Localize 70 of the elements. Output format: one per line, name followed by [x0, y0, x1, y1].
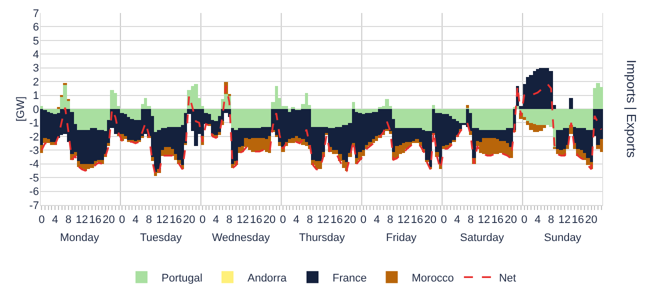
text: Sunday [544, 232, 582, 244]
y-tick-label: -1 [29, 118, 39, 130]
x-tick-label: 16 [410, 214, 424, 226]
x-tick-label: 12 [156, 214, 168, 226]
x-tick-label: 20 [585, 214, 598, 226]
x-tick-label: 20 [102, 214, 115, 226]
text: Tuesday [140, 232, 182, 244]
y-axis-title: [GW] [14, 96, 27, 122]
y-tick-label: -6 [29, 186, 39, 198]
y-tick-label: 6 [32, 22, 39, 34]
x-tick-label: 12 [236, 214, 249, 226]
x-tick-label: 16 [572, 214, 584, 226]
x-tick-label: 16 [491, 214, 504, 226]
x-tick-label: 8 [226, 214, 232, 226]
y-tick-label: 4 [32, 48, 39, 61]
text: Monday [60, 232, 100, 244]
x-tick-label: 8 [468, 214, 474, 226]
x-tick-label: 0 [199, 214, 206, 226]
legend-label: Andorra [247, 272, 288, 284]
legend-label: Portugal [162, 272, 202, 284]
x-tick-label: 16 [170, 214, 182, 226]
x-tick-label: 8 [146, 214, 152, 226]
x-tick-label: 16 [89, 214, 102, 226]
y-tick-label: -3 [29, 144, 39, 157]
text: Thursday [299, 232, 346, 244]
x-tick-label: 4 [374, 214, 380, 226]
x-tick-label: 16 [250, 214, 262, 226]
y-tick-label: 1 [32, 90, 39, 102]
y-tick-label: -4 [29, 158, 39, 171]
x-tick-label: 12 [76, 214, 88, 226]
x-tick-label: 16 [330, 214, 343, 226]
x-tick-label: 12 [317, 214, 330, 226]
x-tick-label: 0 [280, 214, 286, 226]
x-tick-label: 0 [521, 214, 528, 226]
text: Saturday [460, 232, 505, 244]
x-tick-label: 4 [454, 214, 460, 226]
y-tick-label: -7 [29, 200, 39, 212]
text: Wednesday [212, 232, 270, 244]
legend-label: Net [498, 272, 516, 284]
y-tick-label: -5 [29, 172, 39, 184]
x-tick-label: 8 [65, 214, 72, 226]
x-tick-label: 12 [558, 214, 571, 226]
x-tick-label: 20 [263, 214, 276, 226]
x-tick-label: 4 [52, 214, 58, 226]
x-tick-label: 20 [183, 214, 196, 226]
y-tick-label: -2 [29, 131, 39, 144]
x-tick-label: 8 [548, 214, 554, 226]
y2-axis-title: Imports | Exports [624, 60, 640, 158]
x-tick-label: 0 [440, 214, 447, 226]
x-tick-label: 20 [424, 214, 437, 226]
x-tick-label: 20 [504, 214, 517, 226]
x-tick-label: 20 [344, 214, 356, 226]
x-tick-label: 4 [534, 214, 541, 226]
x-tick-label: 4 [212, 214, 220, 226]
y-tick-label: 5 [32, 35, 39, 48]
x-tick-label: 8 [306, 214, 313, 226]
y-tick-label: 2 [32, 76, 39, 88]
y-tick-label: 7 [32, 8, 39, 20]
x-tick-label: 12 [478, 214, 490, 226]
x-tick-label: 8 [387, 214, 394, 226]
y-tick-label: 0 [32, 104, 39, 116]
legend-label: France [332, 272, 367, 284]
x-tick-label: 0 [119, 214, 126, 226]
x-tick-label: 12 [397, 214, 410, 226]
x-tick-label: 0 [360, 214, 366, 226]
y-tick-label: 3 [32, 62, 39, 75]
x-tick-label: 4 [293, 214, 300, 226]
legend-label: Morocco [412, 272, 454, 284]
text: Friday [386, 232, 418, 244]
x-tick-label: 4 [132, 214, 139, 226]
